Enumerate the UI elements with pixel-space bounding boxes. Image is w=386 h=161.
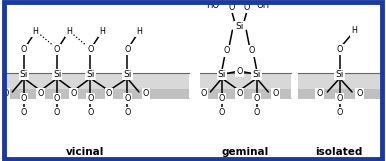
Text: OH: OH bbox=[257, 1, 270, 10]
Text: geminal: geminal bbox=[221, 147, 268, 157]
Text: Si: Si bbox=[20, 70, 28, 79]
Text: O: O bbox=[357, 89, 363, 98]
Text: O: O bbox=[272, 89, 278, 98]
Text: O: O bbox=[21, 108, 27, 117]
Text: O: O bbox=[54, 45, 60, 54]
Bar bbox=[298, 89, 380, 98]
Text: O: O bbox=[54, 108, 60, 117]
Text: O: O bbox=[229, 3, 235, 12]
Text: H: H bbox=[136, 27, 142, 36]
Text: H: H bbox=[99, 27, 105, 36]
Bar bbox=[200, 89, 291, 98]
Bar bbox=[298, 73, 380, 89]
Text: O: O bbox=[21, 94, 27, 103]
Text: O: O bbox=[143, 89, 149, 98]
Text: H: H bbox=[66, 27, 72, 36]
Text: O: O bbox=[224, 47, 230, 56]
Text: isolated: isolated bbox=[315, 147, 362, 157]
Text: vicinal: vicinal bbox=[66, 147, 104, 157]
Text: O: O bbox=[200, 89, 207, 98]
Text: Si: Si bbox=[218, 70, 226, 79]
Text: O: O bbox=[337, 108, 343, 117]
Bar bbox=[7, 73, 189, 89]
Text: O: O bbox=[54, 94, 60, 103]
Text: O: O bbox=[254, 94, 260, 103]
Text: O: O bbox=[87, 45, 93, 54]
Text: O: O bbox=[244, 3, 250, 12]
Text: O: O bbox=[317, 89, 323, 98]
Text: O: O bbox=[106, 89, 112, 98]
Text: O: O bbox=[87, 94, 93, 103]
Text: O: O bbox=[124, 94, 130, 103]
Text: O: O bbox=[124, 108, 130, 117]
Bar bbox=[200, 73, 291, 89]
Text: Si: Si bbox=[53, 70, 61, 79]
Bar bbox=[7, 89, 189, 98]
Text: O: O bbox=[249, 47, 255, 56]
Text: H: H bbox=[32, 27, 39, 36]
Text: O: O bbox=[124, 45, 130, 54]
Text: Si: Si bbox=[235, 22, 244, 31]
Text: O: O bbox=[2, 89, 8, 98]
Text: O: O bbox=[236, 66, 242, 76]
Text: O: O bbox=[87, 108, 93, 117]
Text: O: O bbox=[219, 108, 225, 117]
Text: O: O bbox=[219, 94, 225, 103]
Text: Si: Si bbox=[335, 70, 344, 79]
Text: O: O bbox=[21, 45, 27, 54]
Text: O: O bbox=[337, 45, 343, 54]
Text: Si: Si bbox=[252, 70, 261, 79]
Text: O: O bbox=[337, 94, 343, 103]
Text: Si: Si bbox=[123, 70, 132, 79]
Text: H: H bbox=[351, 26, 357, 35]
Text: O: O bbox=[71, 89, 77, 98]
Text: O: O bbox=[37, 89, 44, 98]
Text: Si: Si bbox=[86, 70, 95, 79]
Text: HO: HO bbox=[207, 1, 220, 10]
Text: O: O bbox=[254, 108, 260, 117]
Text: O: O bbox=[236, 89, 242, 98]
